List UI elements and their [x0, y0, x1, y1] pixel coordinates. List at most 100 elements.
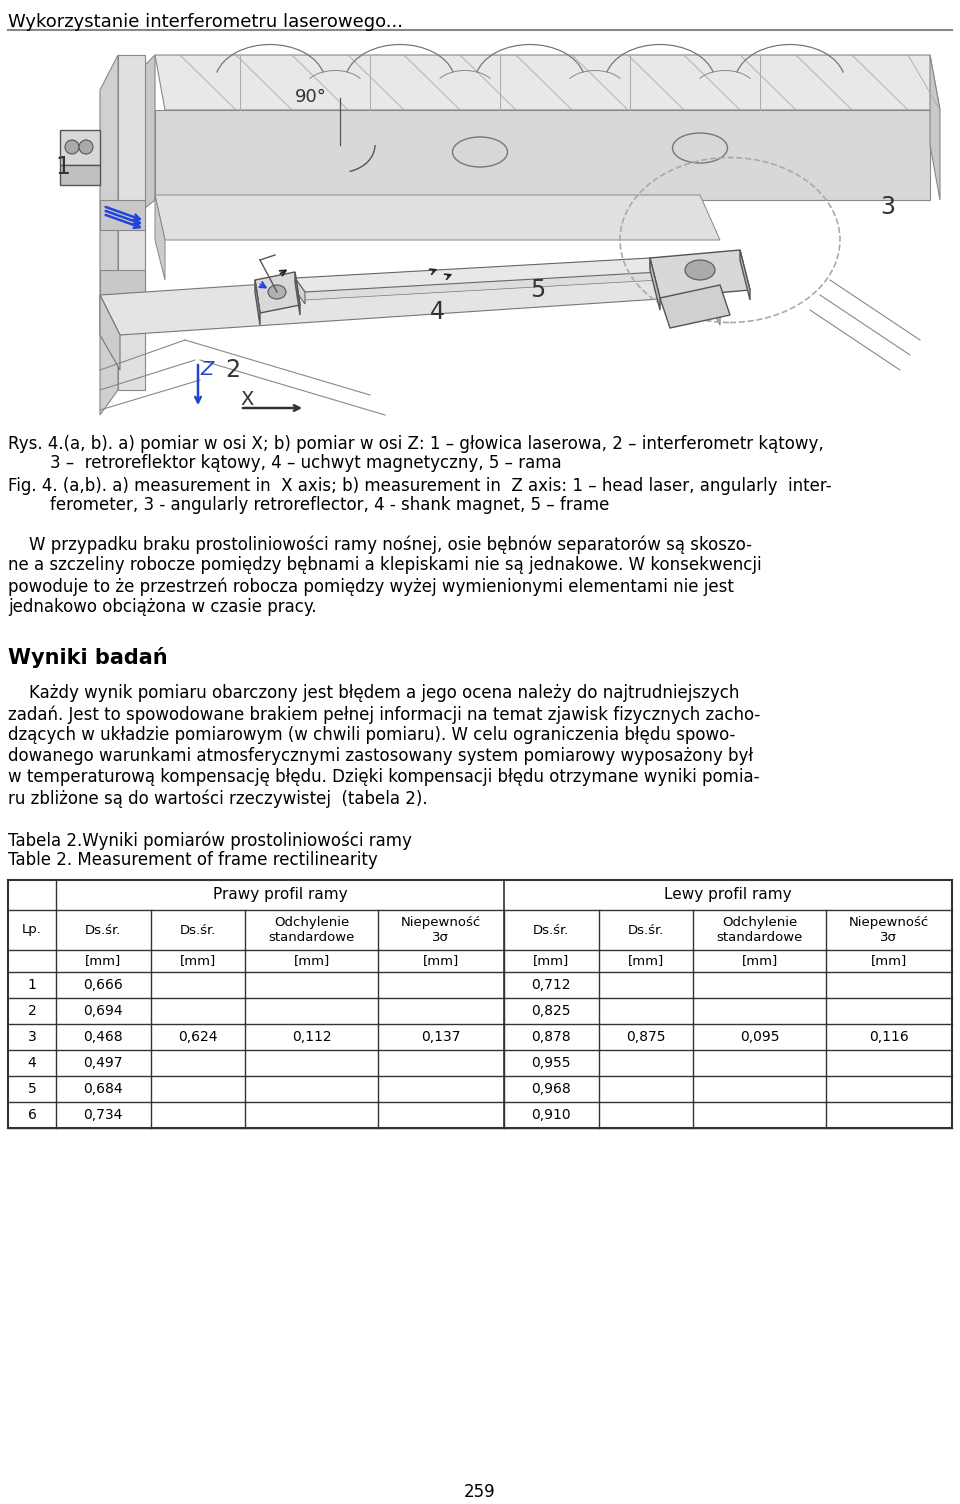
Text: Odchylenie
standardowe: Odchylenie standardowe — [269, 916, 354, 945]
Polygon shape — [100, 56, 118, 415]
Polygon shape — [295, 272, 300, 314]
Polygon shape — [295, 259, 660, 292]
Text: Fig. 4. (a,b). a) measurement in  X axis; b) measurement in  Z axis: 1 – head la: Fig. 4. (a,b). a) measurement in X axis;… — [8, 477, 831, 495]
Text: [mm]: [mm] — [741, 955, 778, 967]
Text: [mm]: [mm] — [422, 955, 459, 967]
Text: 0,734: 0,734 — [84, 1108, 123, 1122]
Text: dowanego warunkami atmosferycznymi zastosowany system pomiarowy wyposażony był: dowanego warunkami atmosferycznymi zasto… — [8, 747, 754, 766]
Text: Table 2. Measurement of frame rectilinearity: Table 2. Measurement of frame rectilinea… — [8, 851, 377, 869]
Text: 0,468: 0,468 — [84, 1030, 123, 1044]
Text: 3 –  retroreflektor kątowy, 4 – uchwyt magnetyczny, 5 – rama: 3 – retroreflektor kątowy, 4 – uchwyt ma… — [8, 454, 562, 472]
Text: 0,875: 0,875 — [626, 1030, 665, 1044]
Text: 0,095: 0,095 — [740, 1030, 780, 1044]
Text: Ds.śr.: Ds.śr. — [180, 923, 216, 937]
Polygon shape — [660, 284, 730, 328]
Text: 0,684: 0,684 — [84, 1081, 123, 1096]
Text: [mm]: [mm] — [628, 955, 664, 967]
Polygon shape — [650, 250, 750, 298]
Text: ne a szczeliny robocze pomiędzy bębnami a klepiskami nie są jednakowe. W konsekw: ne a szczeliny robocze pomiędzy bębnami … — [8, 556, 761, 575]
Text: Niepewność
3σ: Niepewność 3σ — [400, 916, 481, 945]
Text: 0,955: 0,955 — [532, 1056, 571, 1069]
Text: 1: 1 — [28, 978, 36, 993]
Text: Prawy profil ramy: Prawy profil ramy — [213, 887, 348, 902]
Text: [mm]: [mm] — [533, 955, 569, 967]
Text: 0,624: 0,624 — [179, 1030, 218, 1044]
Text: 5: 5 — [28, 1081, 36, 1096]
Text: 0,666: 0,666 — [84, 978, 123, 993]
Ellipse shape — [79, 140, 93, 153]
Text: 0,112: 0,112 — [292, 1030, 331, 1044]
Text: 3: 3 — [880, 196, 895, 220]
Text: ferometer, 3 - angularly retroreflector, 4 - shank magnet, 5 – frame: ferometer, 3 - angularly retroreflector,… — [8, 496, 610, 514]
Text: 2: 2 — [225, 358, 240, 382]
Text: 1: 1 — [55, 155, 70, 179]
Text: 0,968: 0,968 — [532, 1081, 571, 1096]
Text: [mm]: [mm] — [85, 955, 121, 967]
Text: Rys. 4.(a, b). a) pomiar w osi X; b) pomiar w osi Z: 1 – głowica laserowa, 2 – i: Rys. 4.(a, b). a) pomiar w osi X; b) pom… — [8, 435, 824, 453]
Text: Lp.: Lp. — [22, 923, 42, 937]
Polygon shape — [650, 259, 660, 310]
Text: Odchylenie
standardowe: Odchylenie standardowe — [716, 916, 803, 945]
Polygon shape — [100, 200, 145, 230]
Polygon shape — [155, 196, 720, 241]
Text: 0,497: 0,497 — [84, 1056, 123, 1069]
Polygon shape — [295, 278, 305, 304]
Text: dzących w układzie pomiarowym (w chwili pomiaru). W celu ograniczenia błędu spow: dzących w układzie pomiarowym (w chwili … — [8, 726, 735, 744]
Text: 0,910: 0,910 — [532, 1108, 571, 1122]
Ellipse shape — [65, 140, 79, 153]
Polygon shape — [295, 268, 660, 299]
Polygon shape — [155, 56, 940, 110]
Text: 3: 3 — [28, 1030, 36, 1044]
Text: 2: 2 — [28, 1005, 36, 1018]
Text: W przypadku braku prostoliniowości ramy nośnej, osie bębnów separatorów są skosz: W przypadku braku prostoliniowości ramy … — [8, 535, 752, 553]
Text: Każdy wynik pomiaru obarczony jest błędem a jego ocena należy do najtrudniejszyc: Każdy wynik pomiaru obarczony jest błęde… — [8, 684, 739, 702]
Text: Z: Z — [200, 359, 213, 379]
Text: Wyniki badań: Wyniki badań — [8, 647, 168, 668]
Text: jednakowo obciążona w czasie pracy.: jednakowo obciążona w czasie pracy. — [8, 599, 317, 617]
Text: 4: 4 — [28, 1056, 36, 1069]
Text: 0,878: 0,878 — [532, 1030, 571, 1044]
Polygon shape — [100, 256, 720, 335]
Text: 4: 4 — [430, 299, 445, 323]
Text: w temperaturową kompensację błędu. Dzięki kompensacji błędu otrzymane wyniki pom: w temperaturową kompensację błędu. Dzięk… — [8, 769, 759, 787]
Polygon shape — [100, 295, 120, 370]
Text: X: X — [240, 390, 253, 409]
Text: [mm]: [mm] — [180, 955, 216, 967]
Text: 90°: 90° — [295, 89, 326, 105]
Polygon shape — [700, 256, 720, 325]
Polygon shape — [740, 250, 750, 299]
Text: Wykorzystanie interferometru laserowego...: Wykorzystanie interferometru laserowego.… — [8, 14, 403, 32]
Polygon shape — [155, 196, 165, 280]
Polygon shape — [100, 271, 145, 299]
Ellipse shape — [685, 260, 715, 280]
Polygon shape — [130, 56, 155, 220]
Text: Niepewność
3σ: Niepewność 3σ — [849, 916, 929, 945]
Text: 0,137: 0,137 — [421, 1030, 461, 1044]
Text: [mm]: [mm] — [871, 955, 907, 967]
Polygon shape — [60, 165, 100, 185]
Text: [mm]: [mm] — [294, 955, 329, 967]
Text: 0,712: 0,712 — [532, 978, 571, 993]
Text: Tabela 2.Wyniki pomiarów prostoliniowości ramy: Tabela 2.Wyniki pomiarów prostoliniowośc… — [8, 832, 412, 850]
Ellipse shape — [268, 284, 286, 299]
Text: powoduje to że przestrzeń robocza pomiędzy wyżej wymienionymi elementami nie jes: powoduje to że przestrzeń robocza pomięd… — [8, 578, 733, 596]
Text: Lewy profil ramy: Lewy profil ramy — [664, 887, 792, 902]
Text: 5: 5 — [530, 278, 545, 302]
Polygon shape — [155, 110, 930, 200]
Polygon shape — [650, 259, 660, 283]
Text: 6: 6 — [28, 1108, 36, 1122]
Text: 259: 259 — [465, 1483, 495, 1501]
Text: 0,116: 0,116 — [869, 1030, 909, 1044]
Polygon shape — [930, 56, 940, 200]
Text: Ds.śr.: Ds.śr. — [85, 923, 122, 937]
Text: 0,694: 0,694 — [84, 1005, 123, 1018]
Polygon shape — [118, 56, 145, 390]
Polygon shape — [60, 129, 100, 165]
Text: zadań. Jest to spowodowane brakiem pełnej informacji na temat zjawisk fizycznych: zadań. Jest to spowodowane brakiem pełne… — [8, 705, 760, 723]
Text: Ds.śr.: Ds.śr. — [628, 923, 664, 937]
Polygon shape — [255, 272, 300, 313]
Text: 0,825: 0,825 — [532, 1005, 571, 1018]
Text: Ds.śr.: Ds.śr. — [533, 923, 569, 937]
Text: ru zbliżone są do wartości rzeczywistej  (tabela 2).: ru zbliżone są do wartości rzeczywistej … — [8, 790, 427, 808]
Polygon shape — [255, 280, 260, 325]
